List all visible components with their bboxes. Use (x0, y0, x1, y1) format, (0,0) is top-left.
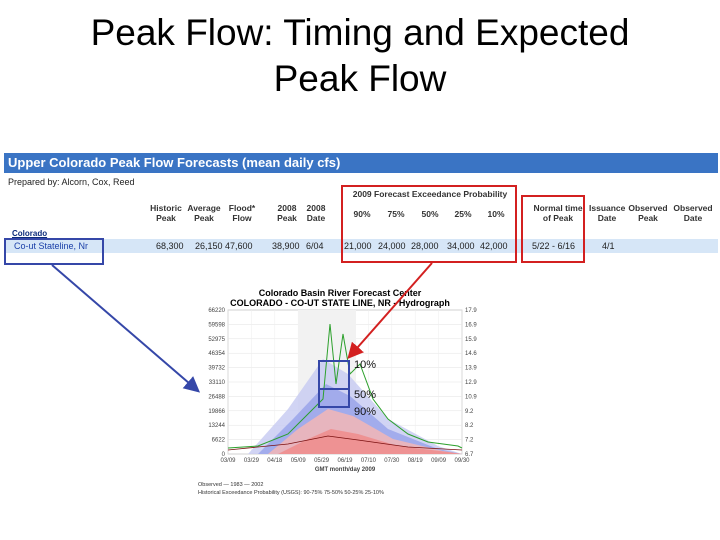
col-p10: 10% (487, 209, 505, 219)
hydrograph-title: Colorado Basin River Forecast Center (258, 288, 422, 298)
x-tick-label: 06/19 (337, 458, 353, 464)
station-highlight-box (4, 238, 104, 265)
x-tick-label: 09/09 (431, 458, 447, 464)
row-historic: 68,300 (156, 241, 184, 251)
table-header-bar: Upper Colorado Peak Flow Forecasts (mean… (4, 153, 718, 173)
y2-tick-label: 15.9 (465, 337, 477, 343)
x-tick-label: 05/29 (314, 458, 330, 464)
normal-time-highlight-box (521, 195, 585, 263)
row-station-name[interactable]: Co-ut Stateline, Nr (14, 241, 89, 251)
x-tick-label: 08/19 (408, 458, 424, 464)
x-axis-label: GMT month/day 2009 (315, 467, 376, 473)
col-average-peak: Average Peak (187, 203, 221, 223)
y-tick-label: 26488 (208, 394, 225, 400)
annotation-90pct: 90% (354, 406, 377, 418)
col-2008-peak: 2008 Peak (277, 203, 297, 223)
col-flood-flow: Flood* Flow (228, 203, 256, 223)
col-p75: 75% (387, 209, 405, 219)
row-flood: 47,600 (225, 241, 253, 251)
col-observed-date: Observed Date (673, 203, 713, 223)
row-p25: 34,000 (447, 241, 475, 251)
col-observed-peak: Observed Peak (628, 203, 668, 223)
forecast-table: Upper Colorado Peak Flow Forecasts (mean… (4, 153, 718, 263)
annotation-50pct: 50% (354, 389, 377, 401)
col-2008-date: 2008 Date (306, 203, 326, 223)
observed-line (227, 323, 463, 449)
row-peak2008: 38,900 (272, 241, 300, 251)
slide-title-line2: Peak Flow (273, 58, 447, 99)
slide-title: Peak Flow: Timing and Expected Peak Flow (0, 10, 720, 102)
x-tick-label: 09/30 (454, 458, 470, 464)
state-label: Colorado (12, 229, 48, 238)
y-tick-label: 13244 (208, 423, 225, 429)
y2-tick-label: 8.2 (465, 423, 474, 429)
blue-arrow (51, 264, 201, 393)
hydrograph-legend-line2: Historical Exceedance Probability (USGS)… (198, 490, 384, 496)
row-average: 26,150 (195, 241, 223, 251)
y2-tick-label: 7.2 (465, 438, 474, 444)
row-issuance: 4/1 (602, 241, 615, 251)
row-normal-time: 5/22 - 6/16 (532, 241, 576, 251)
annotation-10pct: 10% (354, 359, 377, 371)
col-issuance-date: Issuance Date (589, 203, 626, 223)
row-date2008: 6/04 (306, 241, 324, 251)
hydrograph-subtitle: COLORADO - CO-UT STATE LINE, NR - Hydrog… (230, 298, 450, 308)
probability-box-upper (318, 360, 350, 390)
y2-tick-label: 12.9 (465, 380, 477, 386)
row-p10: 42,000 (480, 241, 508, 251)
y-tick-label: 59598 (208, 322, 225, 328)
y-tick-label: 6622 (212, 438, 226, 444)
table-row (4, 239, 718, 253)
y-tick-label: 66220 (208, 308, 225, 314)
y2-tick-label: 6.7 (465, 452, 474, 458)
y-tick-label: 0 (222, 452, 226, 458)
y-tick-label: 33110 (209, 380, 226, 386)
y-tick-label: 46354 (208, 351, 225, 357)
y2-tick-label: 17.9 (465, 308, 477, 314)
col-historic-peak: Historic Peak (150, 203, 182, 223)
table-heading: Upper Colorado Peak Flow Forecasts (mean… (8, 155, 341, 170)
col-p25: 25% (454, 209, 472, 219)
x-tick-label: 03/09 (220, 458, 236, 464)
y2-tick-label: 10.9 (465, 394, 477, 400)
probability-box-lower (318, 388, 350, 408)
y2-tick-label: 16.9 (465, 322, 477, 328)
y2-tick-label: 9.2 (465, 409, 474, 415)
y-tick-label: 19866 (208, 409, 225, 415)
y2-tick-label: 13.9 (465, 366, 477, 372)
historic-line (227, 435, 463, 451)
y-tick-label: 52975 (208, 337, 225, 343)
x-tick-label: 05/09 (291, 458, 307, 464)
x-tick-label: 07/10 (361, 458, 377, 464)
x-tick-label: 03/29 (244, 458, 260, 464)
forecast-highlight-box (341, 185, 517, 263)
row-p75: 24,000 (378, 241, 406, 251)
col-normal-time: Normal time of Peak (533, 203, 583, 223)
row-p50: 28,000 (411, 241, 439, 251)
x-tick-label: 04/18 (267, 458, 283, 464)
x-tick-label: 07/30 (384, 458, 400, 464)
y-tick-label: 39732 (208, 366, 225, 372)
row-p90: 21,000 (344, 241, 372, 251)
slide-title-line1: Peak Flow: Timing and Expected (90, 12, 630, 53)
col-forecast-group: 2009 Forecast Exceedance Probability (352, 189, 508, 199)
hydrograph-legend-line1: Observed — 1983 — 2002 (198, 482, 264, 488)
col-p50: 50% (421, 209, 439, 219)
y2-tick-label: 14.6 (465, 351, 477, 357)
prepared-by: Prepared by: Alcorn, Cox, Reed (8, 177, 135, 187)
col-p90: 90% (353, 209, 371, 219)
